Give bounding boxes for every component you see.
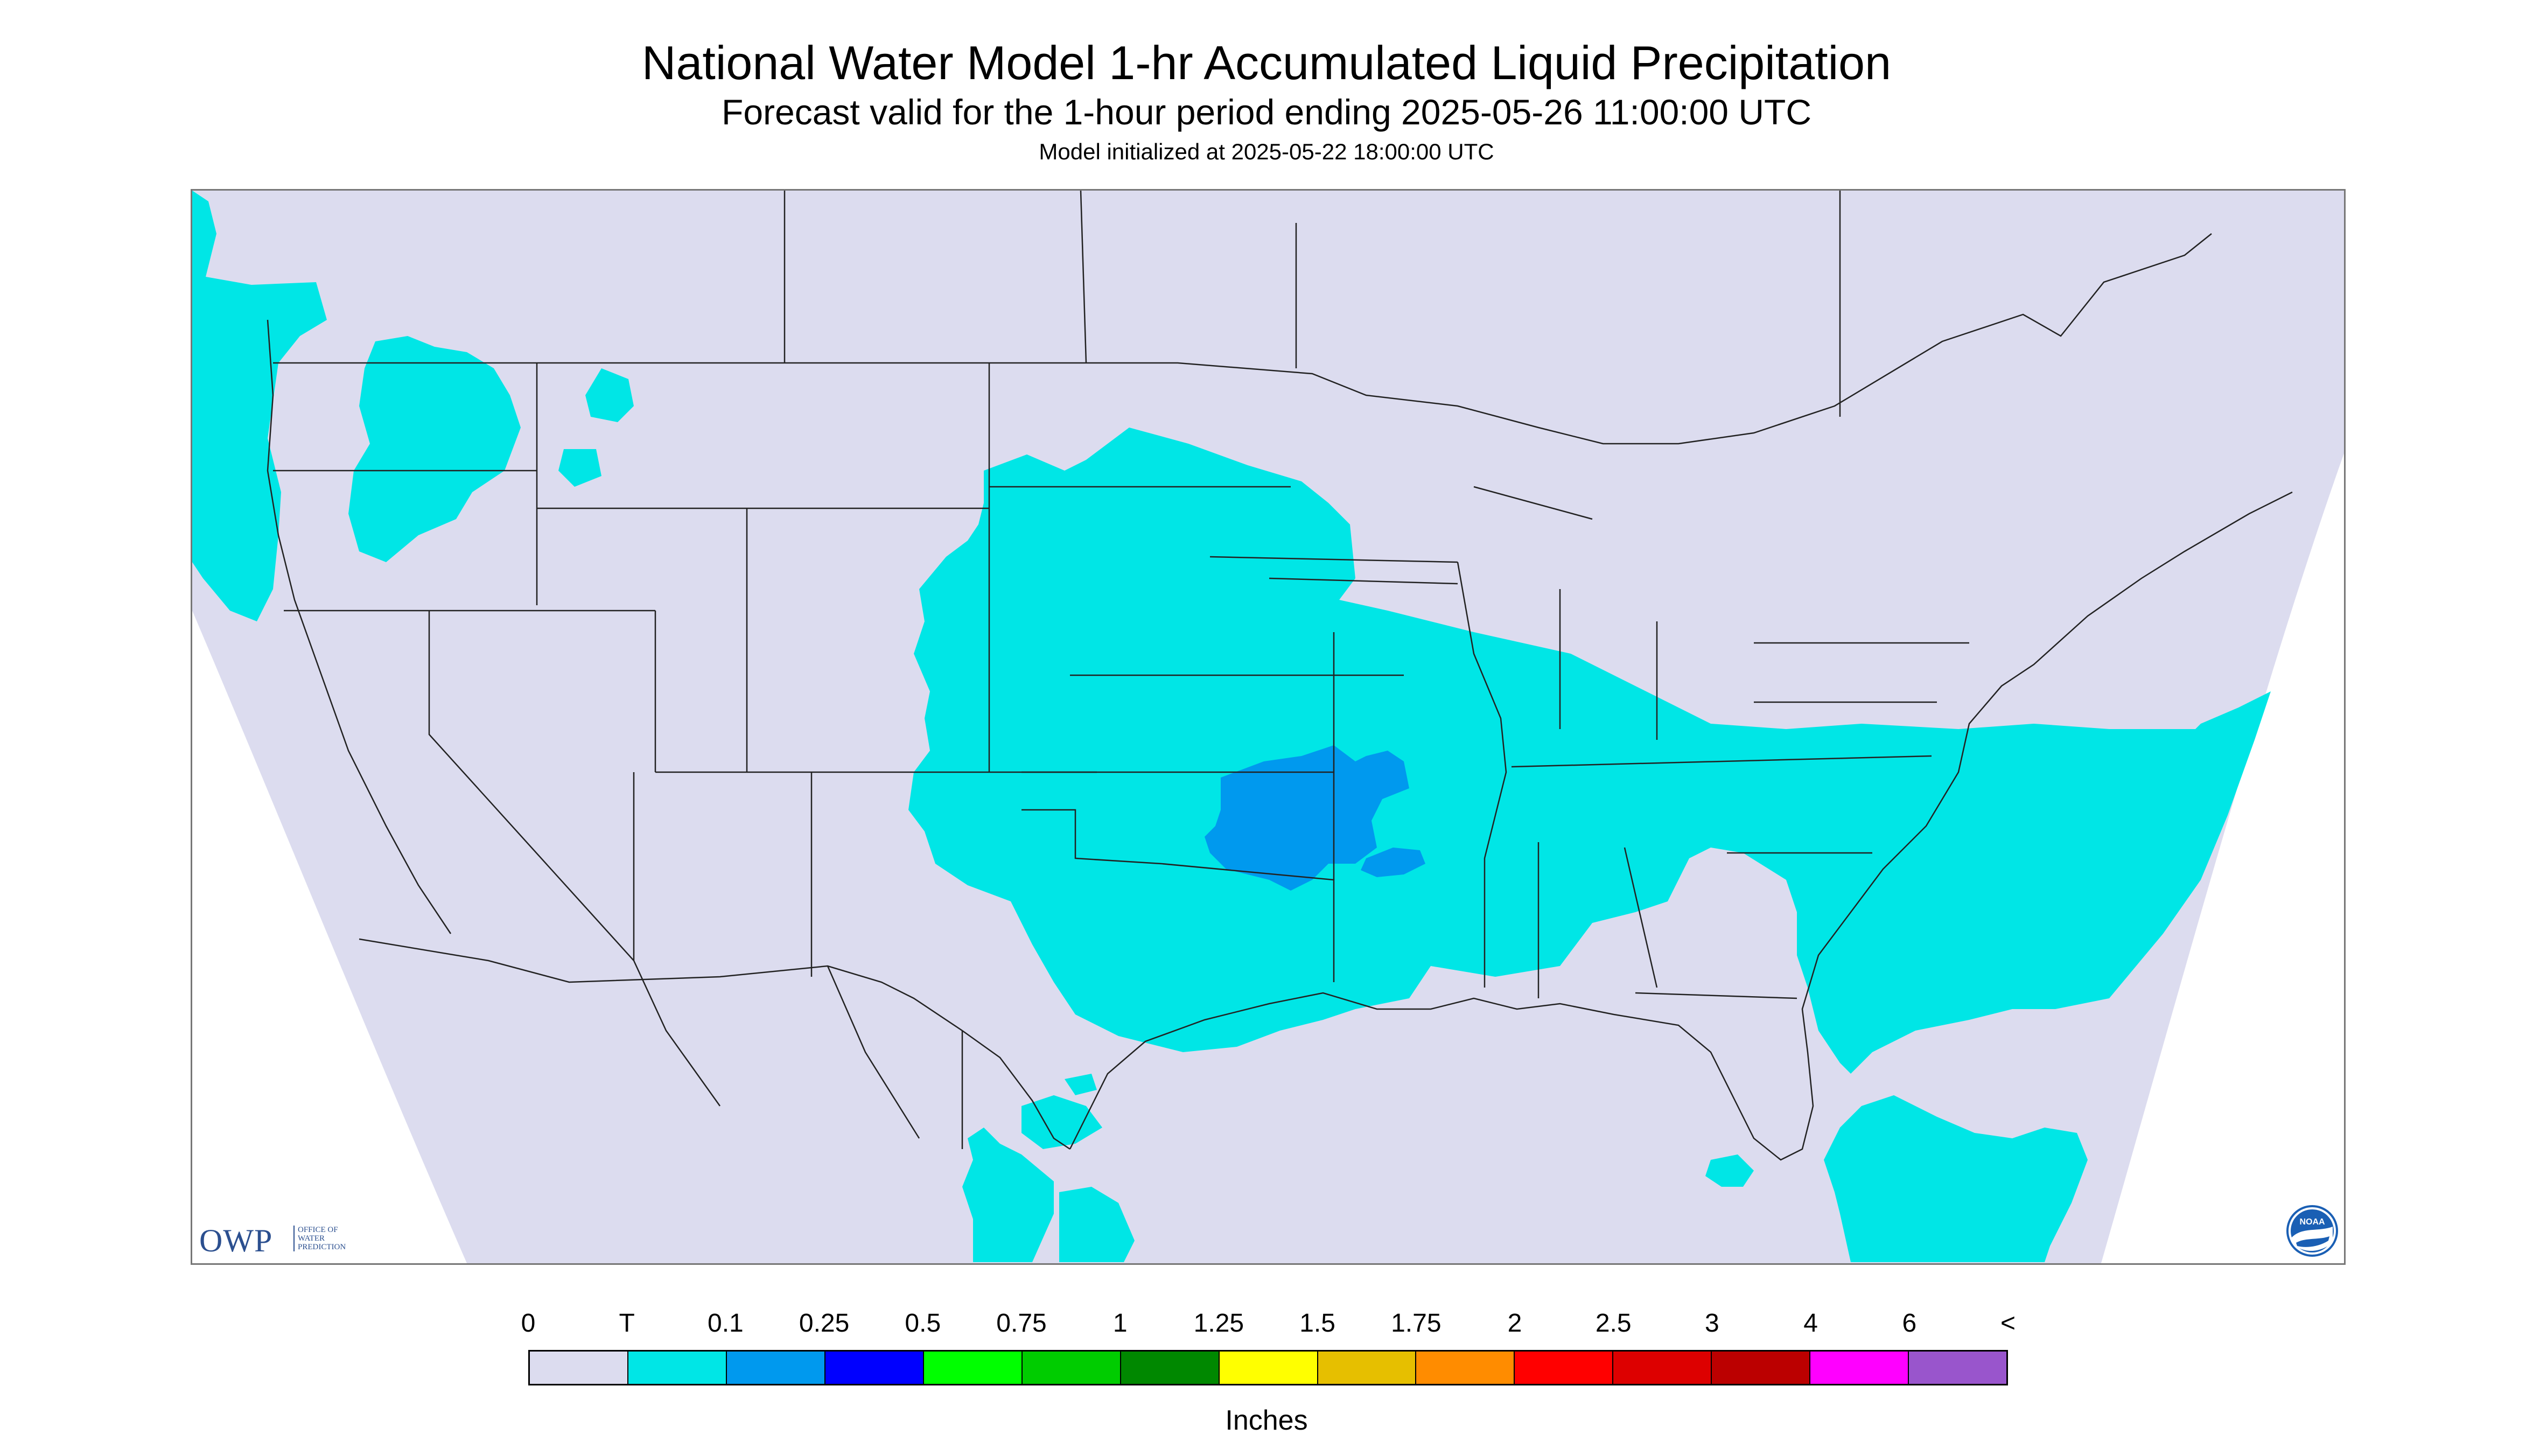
legend-swatch (1121, 1352, 1220, 1384)
boundaries (267, 191, 2293, 1161)
legend-label: 2 (1507, 1309, 1522, 1338)
precip-region-mexico-east (1059, 1187, 1135, 1262)
owp-logo-subtext: OFFICE OF WATER PREDICTION (293, 1226, 346, 1251)
legend-label: 0.1 (708, 1309, 744, 1338)
precip-region-central-plains-to-southeast (908, 428, 2271, 1074)
legend-swatch (1219, 1352, 1318, 1384)
legend-label: 3 (1705, 1309, 1719, 1338)
legend-label: 2.5 (1595, 1309, 1632, 1338)
legend-label: 1 (1112, 1309, 1128, 1338)
chart-title: National Water Model 1-hr Accumulated Li… (641, 36, 1892, 89)
state-line-ia-mo (1269, 577, 1458, 585)
us-canada-border (273, 233, 2212, 445)
gulf-coast (1069, 491, 2293, 1161)
legend-swatch (1416, 1352, 1515, 1384)
mexico-state-line-1 (633, 960, 721, 1107)
state-line-ok-tx (1021, 809, 1335, 982)
state-line-ga-fl (1635, 992, 1797, 999)
precip-region-mexico-central (1021, 1095, 1102, 1149)
noaa-logo-text: NOAA (2299, 1217, 2325, 1227)
noaa-logo: NOAA (2286, 1205, 2338, 1257)
state-line-mississippi (1457, 562, 1507, 988)
state-line-nv (428, 611, 634, 961)
state-line-mn-ia (1209, 556, 1458, 563)
legend-swatch (1909, 1352, 2007, 1384)
legend-label: T (619, 1309, 635, 1338)
legend-units: Inches (1225, 1405, 1308, 1436)
legend-swatch (1515, 1352, 1614, 1384)
precipitation-map (191, 189, 2346, 1265)
precip-region-arkansas-core (1361, 848, 1425, 877)
west-coast (267, 319, 452, 934)
legend-swatch (1810, 1352, 1909, 1384)
legend-swatch (726, 1352, 825, 1384)
forecast-valid-subtitle: Forecast valid for the 1-hour period end… (722, 92, 1811, 132)
legend-label: < (2000, 1309, 2016, 1338)
state-line-ky-tn (1511, 755, 1932, 768)
legend-swatch (530, 1352, 628, 1384)
legend-labels: 0 T 0.1 0.25 0.5 0.75 1 1.25 1.5 1.75 2 2.5 3 4 6 < (0, 1308, 2533, 1341)
legend-label: 0.25 (799, 1309, 850, 1338)
owp-logo-letters: OWP (199, 1223, 273, 1258)
precip-region-oklahoma-core (1205, 745, 1409, 891)
model-init-line: Model initialized at 2025-05-22 18:00:00… (1039, 139, 1494, 164)
state-line-al-ga (1624, 847, 1658, 988)
legend-swatch (923, 1352, 1023, 1384)
legend-swatch (628, 1352, 727, 1384)
mexico-state-line-2 (827, 965, 920, 1139)
precip-region-bahamas (1824, 1095, 2088, 1262)
legend-swatch (1318, 1352, 1417, 1384)
us-mexico-border (359, 938, 1070, 1150)
canada-province-line-2 (1080, 191, 1087, 363)
legend-label: 0 (521, 1309, 536, 1338)
legend-label: 1.25 (1193, 1309, 1244, 1338)
precip-region-mexico-south (962, 1128, 1054, 1262)
legend-label: 0.5 (905, 1309, 941, 1338)
legend-label: 1.75 (1391, 1309, 1442, 1338)
precip-region-idaho-cells-3 (558, 449, 601, 487)
owp-logo: OWP OFFICE OF WATER PREDICTION (199, 1222, 372, 1260)
state-line-wi-mi (1473, 486, 1593, 520)
legend-color-bar (528, 1350, 2008, 1385)
legend-label: 6 (1902, 1309, 1917, 1338)
legend-label: 0.75 (996, 1309, 1047, 1338)
map-canvas (192, 191, 2344, 1263)
legend-label: 1.5 (1299, 1309, 1335, 1338)
precip-region-idaho-cells-2 (585, 368, 634, 422)
precip-region-idaho-cells (348, 336, 521, 562)
precip-regions (192, 191, 2271, 1262)
precip-region-mexico-small (1065, 1074, 1097, 1095)
precip-region-cuba-small (1705, 1154, 1754, 1187)
legend-swatch (1712, 1352, 1811, 1384)
legend-swatch (825, 1352, 924, 1384)
legend-label: 4 (1803, 1309, 1818, 1338)
legend-swatch (1022, 1352, 1121, 1384)
precip-region-pacific-northwest (192, 191, 327, 621)
legend-swatch (1613, 1352, 1712, 1384)
